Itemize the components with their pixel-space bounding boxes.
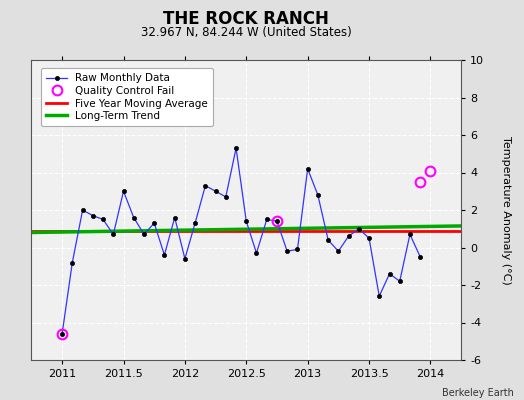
Raw Monthly Data — [69, 260, 75, 265]
Raw Monthly Data — [59, 331, 66, 336]
Raw Monthly Data — [212, 189, 219, 194]
Raw Monthly Data — [264, 217, 270, 222]
Raw Monthly Data — [284, 249, 290, 254]
Text: THE ROCK RANCH: THE ROCK RANCH — [163, 10, 329, 28]
Line: Raw Monthly Data: Raw Monthly Data — [60, 146, 422, 336]
Raw Monthly Data — [171, 215, 178, 220]
Raw Monthly Data — [366, 236, 372, 240]
Raw Monthly Data — [243, 219, 249, 224]
Legend: Raw Monthly Data, Quality Control Fail, Five Year Moving Average, Long-Term Tren: Raw Monthly Data, Quality Control Fail, … — [41, 68, 213, 126]
Raw Monthly Data — [161, 253, 168, 258]
Raw Monthly Data — [90, 213, 96, 218]
Text: 32.967 N, 84.244 W (United States): 32.967 N, 84.244 W (United States) — [141, 26, 352, 39]
Raw Monthly Data — [386, 271, 392, 276]
Raw Monthly Data — [223, 194, 229, 199]
Raw Monthly Data — [335, 249, 342, 254]
Raw Monthly Data — [80, 208, 86, 212]
Raw Monthly Data — [315, 193, 321, 198]
Quality Control Fail — [417, 180, 423, 184]
Raw Monthly Data — [274, 219, 280, 224]
Raw Monthly Data — [202, 183, 209, 188]
Raw Monthly Data — [182, 256, 188, 261]
Raw Monthly Data — [192, 221, 198, 226]
Raw Monthly Data — [233, 146, 239, 150]
Quality Control Fail — [59, 331, 66, 336]
Quality Control Fail — [427, 168, 433, 173]
Raw Monthly Data — [397, 279, 403, 284]
Y-axis label: Temperature Anomaly (°C): Temperature Anomaly (°C) — [501, 136, 511, 284]
Raw Monthly Data — [141, 232, 147, 237]
Raw Monthly Data — [417, 254, 423, 259]
Raw Monthly Data — [110, 232, 116, 237]
Raw Monthly Data — [100, 217, 106, 222]
Raw Monthly Data — [253, 251, 259, 256]
Raw Monthly Data — [356, 226, 362, 231]
Raw Monthly Data — [130, 215, 137, 220]
Quality Control Fail — [274, 219, 280, 224]
Raw Monthly Data — [345, 234, 352, 239]
Raw Monthly Data — [294, 247, 301, 252]
Raw Monthly Data — [325, 238, 331, 242]
Raw Monthly Data — [304, 166, 311, 171]
Raw Monthly Data — [376, 294, 383, 299]
Line: Quality Control Fail: Quality Control Fail — [57, 166, 435, 339]
Raw Monthly Data — [407, 232, 413, 237]
Raw Monthly Data — [121, 189, 127, 194]
Raw Monthly Data — [151, 221, 157, 226]
Text: Berkeley Earth: Berkeley Earth — [442, 388, 514, 398]
